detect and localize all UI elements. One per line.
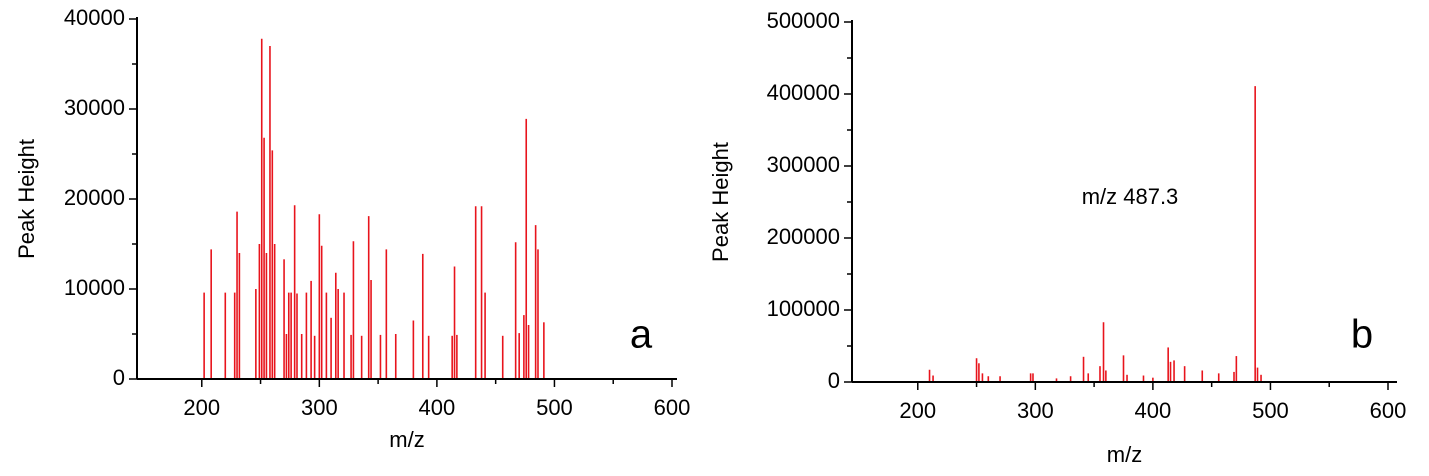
x-tick-label: 600 [654, 395, 691, 420]
x-tick-label: 300 [1017, 398, 1054, 423]
x-tick-label: 200 [183, 395, 220, 420]
y-tick-label: 0 [828, 368, 840, 393]
x-tick-label: 500 [1252, 398, 1289, 423]
x-axis-title: m/z [389, 427, 424, 452]
x-tick-label: 400 [419, 395, 456, 420]
x-tick-label: 500 [536, 395, 573, 420]
annotation: m/z 487.3 [1082, 184, 1179, 209]
panel-label: b [1351, 313, 1373, 357]
y-tick-label: 100000 [767, 296, 840, 321]
y-tick-label: 0 [113, 365, 125, 390]
y-tick-label: 40000 [64, 5, 125, 30]
y-tick-label: 20000 [64, 185, 125, 210]
y-tick-label: 200000 [767, 224, 840, 249]
y-tick-label: 30000 [64, 95, 125, 120]
y-tick-label: 500000 [767, 8, 840, 33]
y-tick-label: 300000 [767, 152, 840, 177]
x-tick-label: 200 [899, 398, 936, 423]
x-tick-label: 600 [1370, 398, 1407, 423]
y-tick-label: 10000 [64, 275, 125, 300]
x-axis-title: m/z [1107, 442, 1142, 467]
y-axis-title: Peak Height [708, 142, 733, 262]
x-tick-label: 400 [1135, 398, 1172, 423]
y-tick-label: 400000 [767, 80, 840, 105]
y-axis-title: Peak Height [14, 139, 39, 259]
x-tick-label: 300 [301, 395, 338, 420]
panel-label: a [630, 313, 653, 357]
